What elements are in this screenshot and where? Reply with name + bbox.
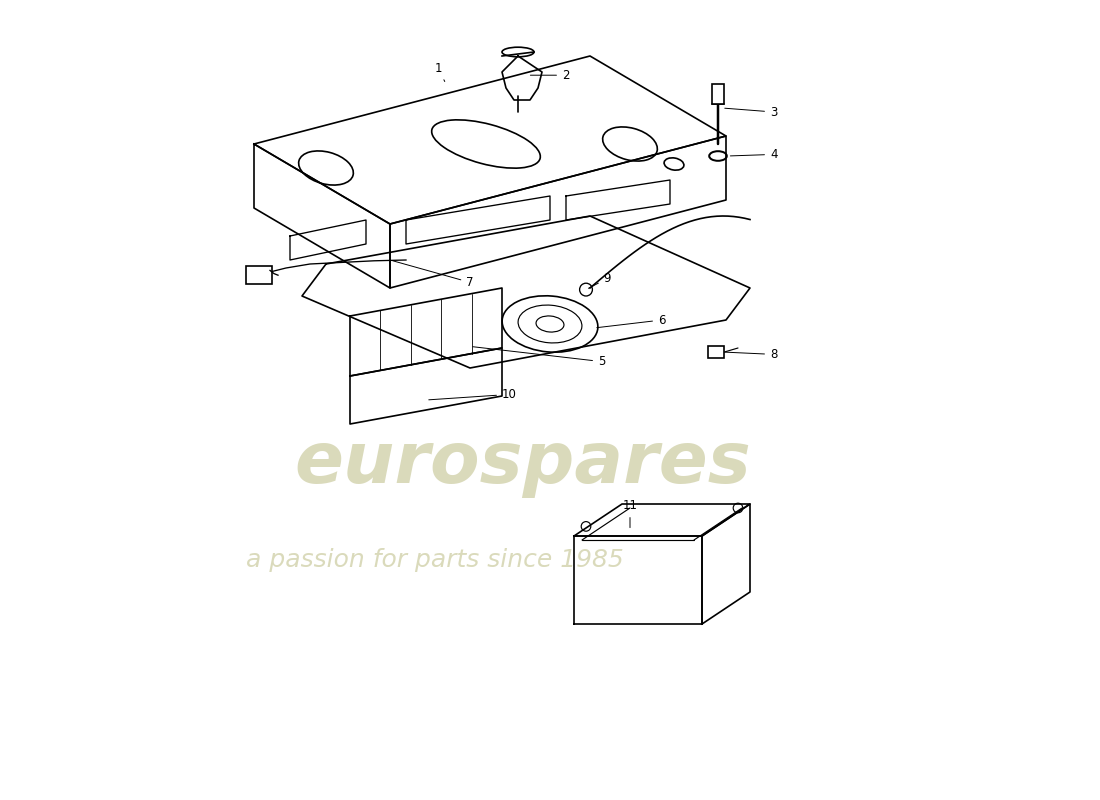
Text: 4: 4 [730,148,778,161]
Text: 7: 7 [393,261,474,289]
Text: 10: 10 [429,388,517,401]
Text: 9: 9 [588,272,612,288]
Text: 2: 2 [530,69,570,82]
FancyBboxPatch shape [246,266,272,284]
Text: 11: 11 [623,499,638,528]
Text: a passion for parts since 1985: a passion for parts since 1985 [246,548,624,572]
Text: 8: 8 [725,348,778,361]
FancyBboxPatch shape [712,84,725,104]
Text: 5: 5 [473,346,605,368]
Text: eurospares: eurospares [294,430,750,498]
Text: 6: 6 [597,314,666,328]
Text: 1: 1 [434,62,444,82]
Text: 3: 3 [725,106,778,118]
FancyBboxPatch shape [708,346,725,358]
